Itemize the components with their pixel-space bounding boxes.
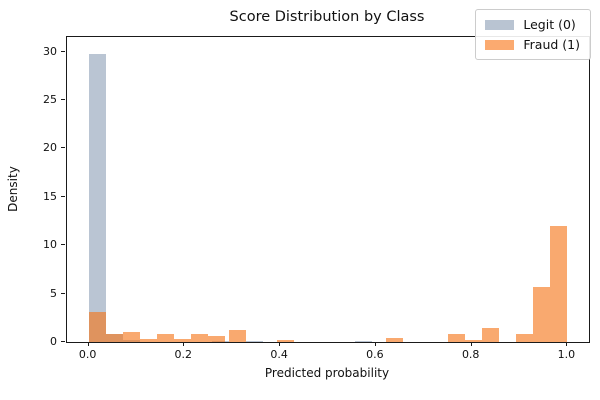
chart-title: Score Distribution by Class — [229, 9, 425, 25]
y-axis-tick-label: 10 — [43, 238, 57, 252]
y-axis-tick — [61, 341, 65, 342]
x-axis-tick — [470, 342, 472, 346]
y-axis-tick — [61, 98, 65, 100]
y-axis-tick-label: 0 — [50, 335, 57, 348]
histogram-bar-fraud — [550, 225, 568, 342]
histogram-bar-legit — [355, 340, 373, 342]
histogram-bar-fraud — [516, 333, 534, 342]
legend-swatch-icon — [485, 19, 515, 30]
histogram-bar-fraud — [385, 337, 403, 342]
y-axis-tick-label: 25 — [43, 92, 57, 106]
histogram-bar-fraud — [208, 336, 226, 342]
legend-label: Legit (0) — [523, 17, 576, 32]
y-axis-tick — [61, 147, 65, 149]
x-axis-tick-label: 0.4 — [270, 348, 288, 361]
y-axis-tick — [61, 244, 65, 246]
x-axis-tick-label: 0.2 — [174, 348, 193, 361]
histogram-bar-fraud — [191, 333, 209, 342]
x-axis-tick — [374, 342, 376, 346]
x-axis-tick — [566, 342, 568, 346]
histogram-bar-legit — [88, 53, 106, 342]
histogram-bar-fraud — [228, 330, 246, 342]
plot-area — [66, 36, 590, 343]
x-axis-tick-label: 0.8 — [461, 348, 480, 361]
x-axis-tick — [279, 342, 281, 346]
y-axis-tick-label: 15 — [43, 189, 57, 203]
histogram-bar-fraud — [139, 339, 157, 342]
histogram-bar-fraud — [533, 287, 551, 342]
legend-swatch-icon — [485, 39, 515, 50]
histogram-bar-fraud — [105, 334, 123, 342]
x-axis-tick-label: 0.0 — [78, 348, 97, 361]
histogram-bar-fraud — [481, 327, 499, 342]
legend-entry: Legit (0) — [485, 17, 580, 32]
x-axis-tick-label: 1.0 — [557, 348, 576, 361]
histogram-bar-fraud — [174, 339, 192, 342]
y-axis-tick — [61, 292, 65, 294]
y-axis-tick-label: 5 — [50, 286, 57, 300]
histogram-bar-fraud — [276, 339, 294, 342]
histogram-bar-fraud — [157, 333, 175, 342]
x-axis-tick — [87, 342, 89, 346]
histogram-bar-legit — [246, 340, 264, 342]
y-axis-tick — [61, 195, 65, 197]
histogram-bar-fraud — [88, 312, 106, 342]
y-axis-tick — [61, 50, 65, 52]
histogram-bar-fraud — [465, 339, 483, 342]
x-axis-tick-label: 0.6 — [366, 348, 384, 361]
y-axis-tick-label: 30 — [43, 44, 57, 58]
legend-entry: Fraud (1) — [485, 37, 580, 52]
legend-label: Fraud (1) — [523, 37, 580, 52]
y-axis-label: Density — [6, 166, 20, 212]
x-axis-tick — [183, 342, 185, 346]
y-axis-tick-label: 20 — [43, 141, 57, 155]
histogram-bar-fraud — [447, 333, 465, 342]
x-axis-label: Predicted probability — [264, 366, 390, 380]
legend: Legit (0) Fraud (1) — [475, 9, 591, 60]
histogram-bar-fraud — [122, 332, 140, 342]
